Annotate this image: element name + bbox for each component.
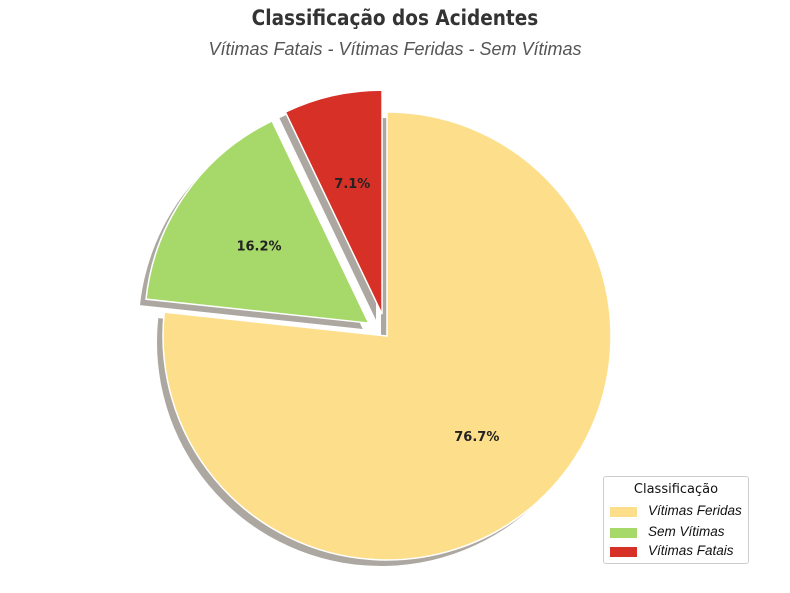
legend-swatch <box>610 547 637 557</box>
legend-item-vitimas-fatais: Vítimas Fatais <box>610 543 746 561</box>
slice-layer <box>145 89 612 561</box>
slice-percent-label: 7.1% <box>334 177 370 192</box>
slice-percent-label: 16.2% <box>236 239 281 254</box>
pie-slice-sem-v-timas <box>145 119 370 324</box>
legend-item-sem-vitimas: Sem Vítimas <box>610 524 746 542</box>
pie-slice-v-timas-fatais <box>284 89 383 315</box>
slice-percent-label: 76.7% <box>454 430 499 445</box>
chart-subtitle: Vítimas Fatais - Vítimas Feridas - Sem V… <box>208 39 582 59</box>
legend-item-vitimas-feridas: Vítimas Feridas <box>610 503 746 521</box>
legend-title: Classificação <box>633 482 719 497</box>
legend-swatch <box>610 528 637 538</box>
pie-slice-v-timas-feridas <box>162 111 612 561</box>
chart-title: Classificação dos Acidentes <box>251 6 539 30</box>
label-layer: 76.7% 16.2% 7.1% <box>236 177 499 445</box>
legend-label: Vítimas Fatais <box>648 543 734 558</box>
legend-label: Vítimas Feridas <box>648 503 742 518</box>
legend-swatch <box>610 507 637 517</box>
legend-label: Sem Vítimas <box>648 524 725 539</box>
legend: Classificação Vítimas Feridas Sem Vítima… <box>603 476 749 564</box>
